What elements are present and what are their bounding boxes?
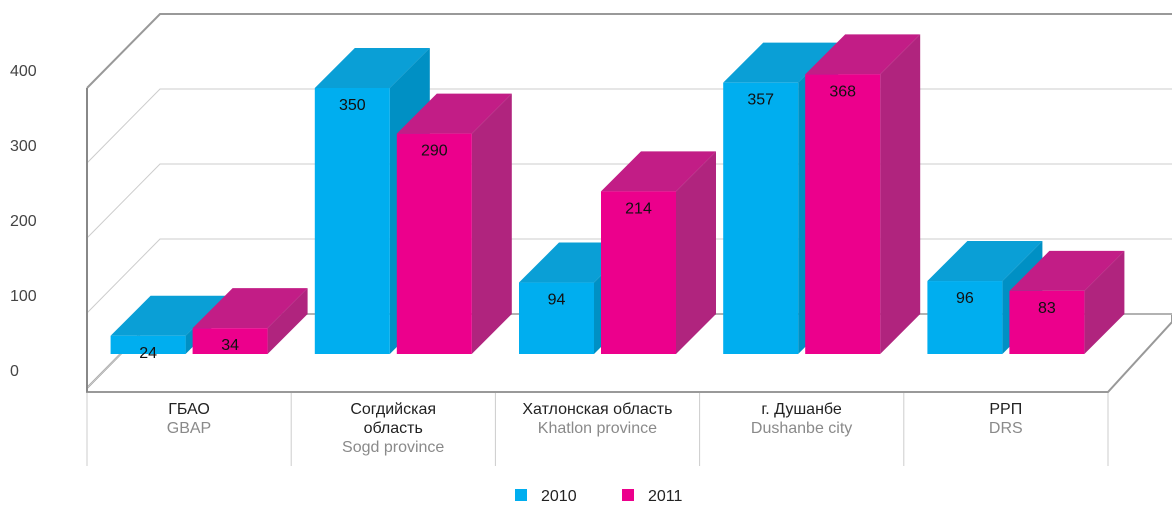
legend-swatch [622, 489, 634, 501]
y-tick-label: 200 [10, 213, 37, 230]
category-en: Sogd province [342, 439, 445, 456]
value-label: 96 [956, 290, 974, 307]
category-ru: Хатлонская область [522, 401, 673, 418]
bar-side [267, 288, 308, 354]
category-label: Хатлонская область Khatlon province [495, 400, 699, 438]
category-en: Khatlon province [537, 420, 657, 437]
bar [1009, 250, 1125, 354]
legend-label: 2011 [648, 488, 683, 505]
bar-front [396, 133, 472, 354]
bar-front [1009, 290, 1085, 354]
bar-front [192, 328, 268, 354]
value-label: 24 [139, 345, 157, 362]
bar-side [1084, 250, 1125, 354]
legend-label: 2010 [541, 488, 577, 505]
y-tick-label: 400 [10, 63, 37, 80]
bar-top [1009, 250, 1125, 291]
y-tick-label: 0 [10, 363, 19, 380]
category-label: РРП DRS [904, 400, 1108, 438]
bar [192, 288, 308, 354]
bar [396, 93, 512, 354]
bar-front [601, 191, 676, 354]
category-en: GBAP [166, 420, 212, 437]
category-en: Dushanbe city [750, 420, 853, 437]
y-tick-label: 300 [10, 138, 37, 155]
legend-swatch [515, 489, 527, 501]
bar-top [192, 288, 308, 329]
grid-line [86, 13, 1172, 89]
value-label: 94 [548, 292, 566, 309]
category-label: г. Душанбе Dushanbe city [700, 400, 904, 438]
bar-side [676, 151, 716, 354]
bar-top [110, 295, 226, 336]
bar-side [880, 34, 921, 354]
y-tick-label: 100 [10, 288, 37, 305]
bar-top [723, 42, 839, 83]
bar-front [805, 74, 881, 354]
value-label: 83 [1038, 300, 1056, 317]
category-ru: РРП [989, 401, 1023, 418]
value-label: 290 [421, 143, 448, 160]
value-label: 214 [625, 200, 652, 217]
bar-front [723, 82, 799, 355]
bar-front [110, 335, 186, 354]
bar-side [471, 93, 512, 354]
bar-front [519, 282, 594, 354]
bar-front [927, 281, 1003, 354]
bar-top [805, 34, 921, 75]
category-ru: г. Душанбе [761, 401, 842, 418]
bar [805, 34, 921, 354]
category-en: DRS [988, 420, 1023, 437]
category-ru: ГБАО [168, 401, 210, 418]
bar-front [314, 88, 390, 354]
category-label: Согдийская область Sogd province [291, 400, 495, 457]
bar-top [396, 93, 512, 134]
value-label: 350 [339, 97, 366, 114]
bar-top [601, 151, 716, 192]
category-ru: Согдийская область [350, 401, 437, 437]
grid-line [86, 88, 1172, 164]
value-label: 34 [221, 337, 239, 354]
value-label: 357 [747, 92, 774, 109]
value-label: 368 [829, 83, 856, 100]
bar [601, 151, 716, 354]
bar-top [927, 241, 1043, 282]
category-label: ГБАО GBAP [87, 400, 291, 438]
bar-top [314, 48, 430, 88]
